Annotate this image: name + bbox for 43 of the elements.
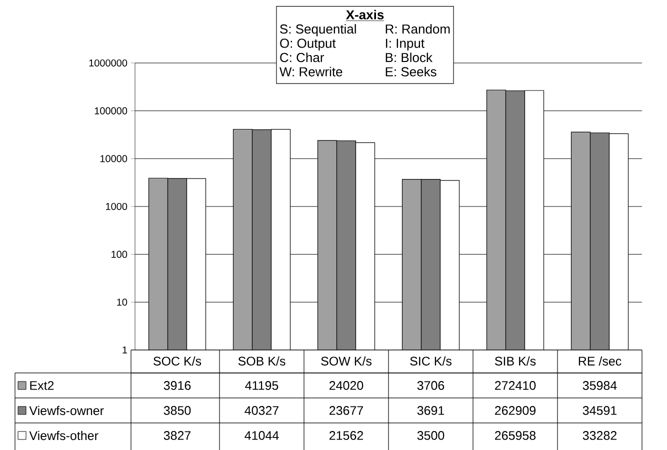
- annotation: E: Seeks: [386, 66, 436, 76]
- data-label: 23677: [330, 406, 364, 415]
- y-tick-label: 1000000: [89, 59, 128, 67]
- data-label: 21562: [330, 431, 364, 440]
- text: B: Block: [386, 52, 432, 62]
- data-label: 3500: [417, 431, 444, 440]
- data-label: 3706: [417, 381, 444, 390]
- data-label: 3916: [164, 381, 191, 390]
- x-tick-label: SOB K/s: [238, 356, 286, 366]
- legend-label: Viewfs-owner: [29, 406, 104, 416]
- data-label: 34591: [582, 406, 617, 415]
- x-tick-label: RE /sec: [578, 356, 622, 366]
- x-tick-label: SIB K/s: [494, 356, 536, 366]
- text: R: Random: [386, 24, 450, 34]
- x-tick-label: SIC K/s: [410, 356, 452, 366]
- text: X-axis: [346, 10, 384, 20]
- y-tick-label: 100: [112, 250, 128, 258]
- y-tick-label: 1: [122, 346, 128, 354]
- text: I: Input: [386, 38, 424, 50]
- legend-label: Viewfs-other: [29, 430, 98, 440]
- data-label: 33282: [582, 431, 616, 440]
- data-label: 35984: [582, 381, 617, 390]
- x-tick-label: SOC K/s: [154, 356, 202, 366]
- y-tick-label: 10: [117, 298, 128, 306]
- data-label: 3827: [164, 431, 191, 440]
- text: C: Char: [280, 52, 324, 62]
- legend-label: Ext2: [30, 381, 54, 390]
- data-label: 3850: [164, 406, 191, 415]
- y-tick-label: 1000: [106, 202, 128, 210]
- x-tick-label: SOW K/s: [321, 356, 372, 366]
- data-label: 262909: [495, 406, 536, 415]
- data-label: 272410: [495, 381, 536, 390]
- y-tick-label: 10000: [100, 155, 128, 162]
- y-tick-label: 100000: [94, 107, 128, 114]
- data-label: 41195: [245, 381, 278, 390]
- data-label: 41044: [244, 431, 279, 440]
- data-label: 265958: [495, 431, 536, 440]
- annotation: W: Rewrite: [280, 66, 342, 76]
- text: S: Sequential: [280, 24, 356, 36]
- data-label: 40327: [244, 406, 279, 415]
- data-label: 3691: [417, 406, 444, 415]
- text: O: Output: [280, 38, 336, 50]
- data-label: 24020: [330, 381, 364, 390]
